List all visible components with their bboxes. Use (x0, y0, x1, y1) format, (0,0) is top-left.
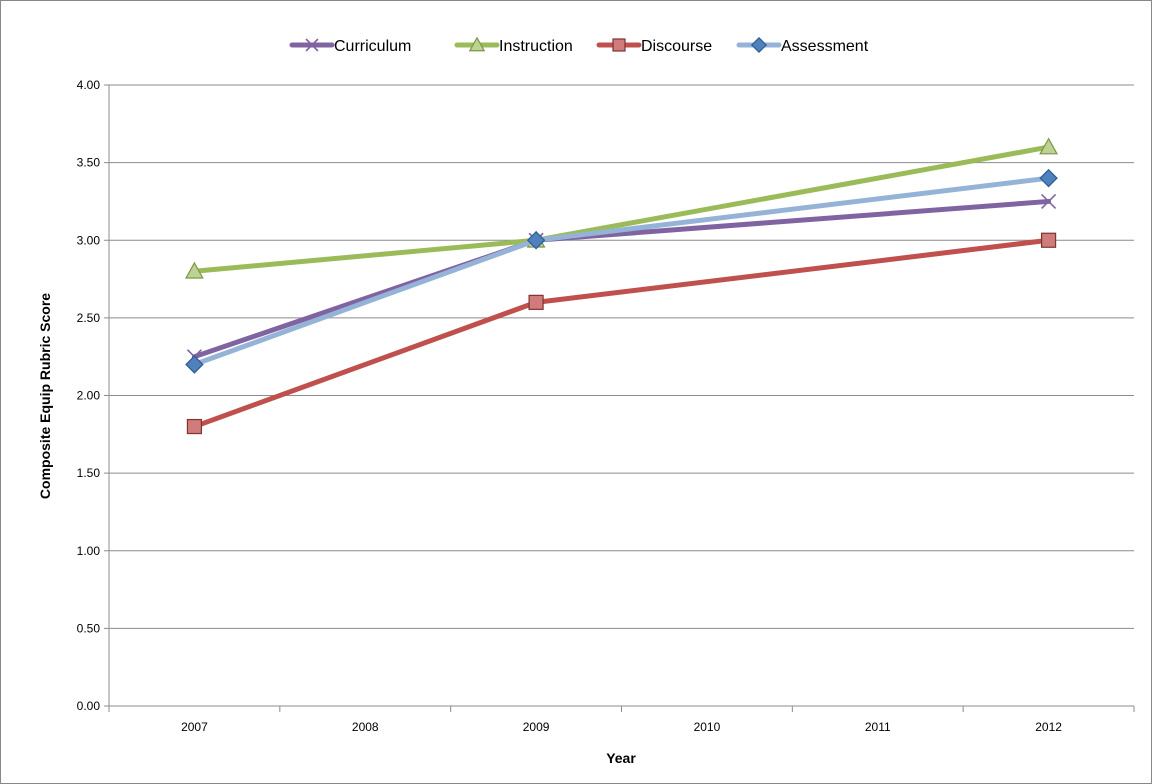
marker-square (612, 38, 626, 52)
marker-triangle (468, 36, 486, 52)
marker-x (305, 38, 319, 52)
series-assessment (185, 168, 1058, 374)
x-tick-label: 2011 (865, 720, 891, 734)
x-tick-label: 2008 (352, 720, 379, 734)
x-tick-label: 2010 (694, 720, 721, 734)
y-tick-label: 2.00 (77, 389, 101, 403)
y-tick-label: 1.00 (77, 544, 101, 558)
legend-item-assessment: Assessment (736, 36, 869, 55)
legend-label: Instruction (499, 38, 573, 55)
data-point (185, 355, 204, 374)
series-discourse (186, 232, 1057, 435)
legend-item-instruction: Instruction (454, 36, 573, 55)
marker-diamond (750, 36, 768, 54)
data-point (526, 231, 546, 250)
y-tick-label: 2.50 (77, 311, 101, 325)
legend-label: Curriculum (334, 38, 411, 55)
data-point (1039, 168, 1058, 188)
y-tick-label: 0.00 (77, 699, 101, 713)
legend-item-discourse: Discourse (596, 38, 712, 55)
data-point (1039, 137, 1059, 155)
x-tick-label: 2012 (1035, 720, 1062, 734)
data-point (1040, 232, 1057, 248)
y-tick-label: 1.50 (77, 466, 101, 480)
x-tick-label: 2009 (523, 720, 550, 734)
x-axis-title: Year (606, 750, 636, 766)
series-lines (184, 137, 1059, 435)
y-tick-label: 4.00 (77, 78, 101, 92)
data-point (184, 261, 204, 279)
y-tick-label: 3.50 (77, 156, 101, 170)
legend: Curriculum Instruction Discourse Assessment (289, 36, 869, 55)
axes: 0.00 0.50 1.00 1.50 2.00 2.50 3.00 3.50 4.00 2007… (77, 78, 1135, 734)
y-tick-label: 3.00 (77, 233, 101, 247)
legend-item-curriculum: Curriculum (289, 38, 411, 55)
x-tick-label: 2007 (181, 720, 208, 734)
data-point (186, 418, 203, 435)
legend-label: Discourse (641, 38, 712, 55)
data-point (1041, 193, 1057, 210)
y-axis-title: Composite Equip Rubric Score (37, 293, 53, 499)
data-point (528, 294, 544, 310)
y-tick-label: 0.50 (77, 621, 101, 635)
legend-label: Assessment (781, 38, 869, 55)
